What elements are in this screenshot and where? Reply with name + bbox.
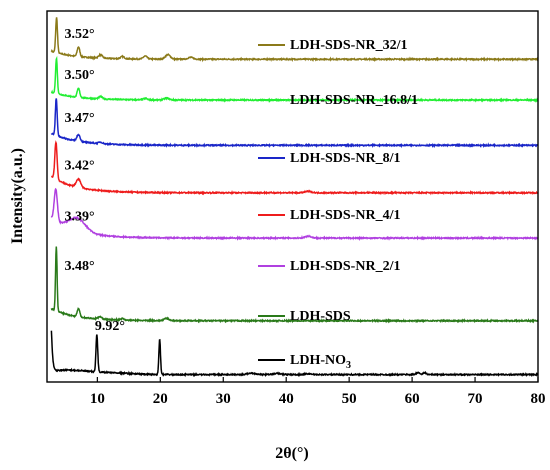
x-axis-ticks: 10 20 30 40 50 60 70 80 xyxy=(90,377,546,407)
peak-label: 3.42° xyxy=(64,159,94,174)
peak-label: 3.48° xyxy=(64,259,94,274)
y-axis-title: Intensity(a.u.) xyxy=(9,148,26,244)
peak-label: 9.92° xyxy=(95,319,125,334)
x-axis-title: 2θ(°) xyxy=(275,445,308,462)
series-line xyxy=(50,55,539,103)
peak-label: 3.47° xyxy=(64,111,94,126)
series-line xyxy=(50,140,539,196)
x-tick-label: 60 xyxy=(405,391,420,407)
legend-entry: LDH-SDS-NR_16.8/1 xyxy=(290,93,418,108)
series-line xyxy=(50,330,539,378)
legend: LDH-SDS-NR_32/1 LDH-SDS-NR_16.8/1 LDH-SDS-… xyxy=(258,38,418,371)
legend-entry: LDH-SDS-NR_4/1 xyxy=(290,208,400,223)
peak-labels: 3.52° 3.50° 3.47° 3.42° 3.39° 3.48° 9.92° xyxy=(64,27,125,334)
x-tick-label: 20 xyxy=(153,391,168,407)
legend-entry: LDH-SDS xyxy=(290,309,351,324)
plot-frame xyxy=(46,10,539,383)
x-tick-label: 40 xyxy=(279,391,294,407)
series-line xyxy=(50,98,539,149)
legend-entry: LDH-NO3 xyxy=(290,353,351,371)
series-line xyxy=(50,187,539,242)
x-tick-label: 30 xyxy=(216,391,231,407)
x-tick-label: 50 xyxy=(342,391,357,407)
peak-label: 3.50° xyxy=(64,68,94,83)
series-line xyxy=(50,17,539,63)
peak-label: 3.39° xyxy=(64,210,94,225)
peak-label: 3.52° xyxy=(64,27,94,42)
series-line xyxy=(50,246,539,324)
legend-entry: LDH-SDS-NR_8/1 xyxy=(290,151,400,166)
x-tick-label: 10 xyxy=(90,391,105,407)
legend-entry: LDH-SDS-NR_2/1 xyxy=(290,259,400,274)
x-tick-label: 80 xyxy=(531,391,546,407)
legend-entry: LDH-SDS-NR_32/1 xyxy=(290,38,407,53)
x-tick-label: 70 xyxy=(468,391,483,407)
series-curves xyxy=(50,17,539,378)
